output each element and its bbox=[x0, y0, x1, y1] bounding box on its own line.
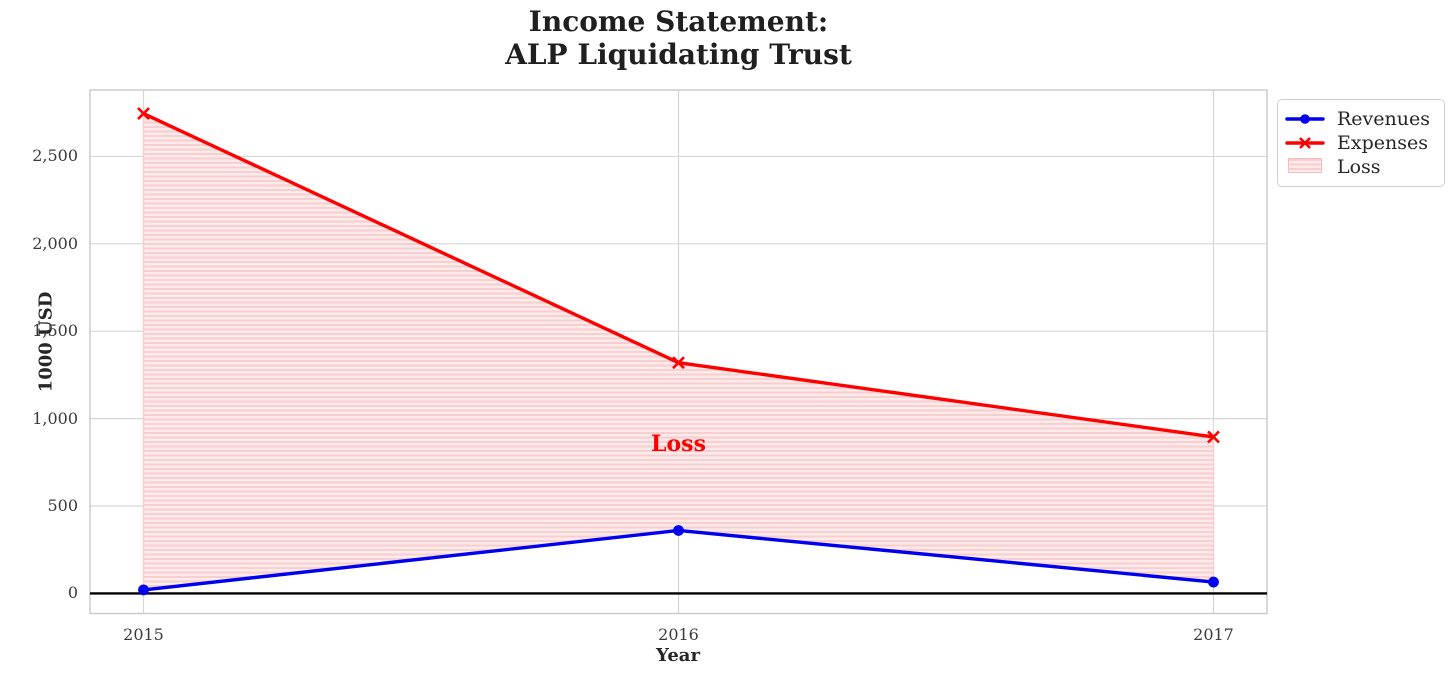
chart-title-line2: ALP Liquidating Trust bbox=[505, 38, 852, 71]
legend: Revenues Expenses Loss bbox=[1277, 99, 1445, 187]
loss-annotation: Loss bbox=[651, 430, 706, 457]
revenues-marker bbox=[138, 584, 149, 596]
expenses-line bbox=[137, 107, 1220, 444]
y-axis-label: 1000 USD bbox=[35, 291, 57, 393]
revenues-marker bbox=[1208, 576, 1219, 588]
expenses-marker bbox=[137, 107, 150, 121]
y-tick-label: 2,500 bbox=[32, 146, 78, 166]
legend-line-x-icon bbox=[1285, 134, 1325, 152]
legend-loss-swatch-icon bbox=[1285, 158, 1325, 176]
legend-label: Revenues bbox=[1337, 108, 1430, 130]
chart-title-line1: Income Statement: bbox=[528, 5, 829, 38]
chart-title: Income Statement: ALP Liquidating Trust bbox=[90, 5, 1267, 71]
legend-item-expenses: Expenses bbox=[1285, 131, 1434, 155]
legend-item-revenues: Revenues bbox=[1285, 107, 1434, 131]
y-tick-label: 1,000 bbox=[32, 408, 78, 428]
expenses-marker bbox=[1207, 430, 1220, 444]
revenues-marker bbox=[673, 525, 684, 536]
revenues-line bbox=[138, 525, 1219, 596]
expenses-marker bbox=[672, 356, 685, 370]
legend-label: Expenses bbox=[1337, 132, 1428, 154]
legend-item-loss: Loss bbox=[1285, 155, 1434, 179]
x-tick-label: 2015 bbox=[123, 625, 164, 644]
y-tick-label: 0 bbox=[67, 583, 78, 603]
plot-border bbox=[89, 89, 1268, 615]
legend-label: Loss bbox=[1337, 156, 1381, 178]
x-tick-label: 2016 bbox=[658, 625, 699, 644]
y-tick-label: 2,000 bbox=[32, 233, 78, 253]
y-tick-label: 1,500 bbox=[32, 321, 78, 341]
x-tick-label: 2017 bbox=[1193, 625, 1234, 644]
y-tick-label: 500 bbox=[47, 496, 78, 515]
legend-line-circle-icon bbox=[1285, 110, 1325, 128]
x-axis-label: Year bbox=[656, 645, 700, 666]
